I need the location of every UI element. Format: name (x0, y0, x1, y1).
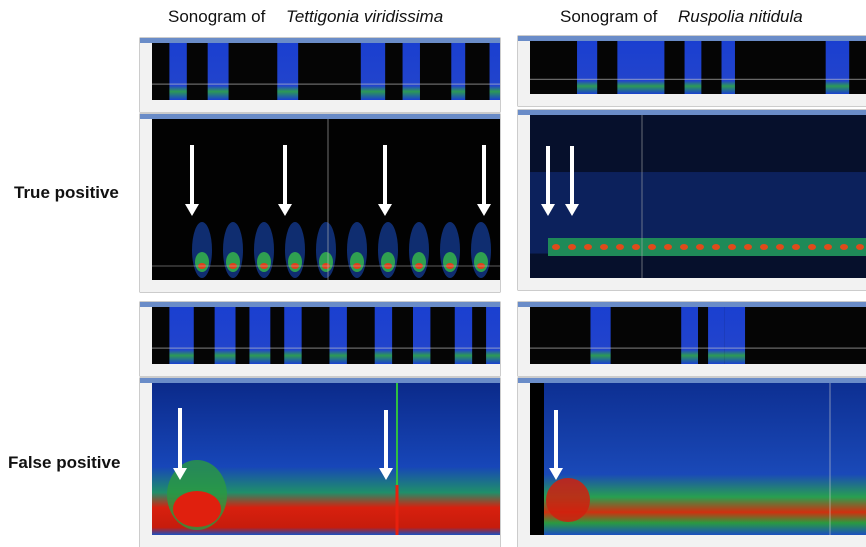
window-header (140, 114, 500, 119)
signal-block (208, 43, 229, 100)
y-axis-strip (140, 383, 152, 547)
signal-block (725, 307, 745, 364)
signal-block (361, 43, 385, 100)
y-axis-strip (140, 307, 152, 376)
signal-block (169, 43, 186, 100)
title-species: Ruspolia nitidula (678, 7, 803, 26)
signal-block (826, 41, 850, 94)
y-axis-strip (518, 41, 530, 106)
plot-area (152, 43, 500, 100)
signal-block (284, 307, 301, 364)
signal-block (685, 41, 702, 94)
chirp-peak (776, 244, 784, 250)
chirp-peak (824, 244, 832, 250)
x-axis-strip (152, 535, 500, 547)
x-axis-strip (152, 280, 500, 292)
y-axis-strip (140, 119, 152, 292)
signal-block (249, 307, 270, 364)
title-prefix: Sonogram of (168, 7, 266, 26)
chirp-peak (712, 244, 720, 250)
x-axis-strip (152, 100, 500, 112)
chirp-peak (568, 244, 576, 250)
figure: Sonogram of Tettigonia viridissima Sonog… (0, 0, 866, 547)
chirp-peak (728, 244, 736, 250)
sonograms (140, 36, 866, 547)
x-axis-strip (530, 535, 866, 547)
x-axis-strip (530, 364, 866, 376)
signal-block (486, 307, 500, 364)
chirp-peak (856, 244, 864, 250)
signal-block (451, 43, 465, 100)
window-header (140, 302, 500, 307)
signal-block (617, 41, 664, 94)
window-header (140, 378, 500, 383)
signal-block (403, 43, 420, 100)
signal-block (722, 41, 735, 94)
window-header (518, 378, 866, 383)
chirp-peak (792, 244, 800, 250)
noise-burst (173, 491, 221, 527)
signal-block (413, 307, 430, 364)
noise-burst (546, 478, 590, 522)
chirp-peak (760, 244, 768, 250)
y-axis-strip (518, 307, 530, 376)
row-label: True positive (14, 183, 119, 202)
chirp-peak (840, 244, 848, 250)
window-header (140, 38, 500, 43)
column-title: Sonogram of Ruspolia nitidula (560, 7, 803, 26)
chirp-peak (584, 244, 592, 250)
chirp-peak (664, 244, 672, 250)
y-axis-strip (518, 383, 530, 547)
chirp-peak (680, 244, 688, 250)
signal-block (490, 43, 500, 100)
signal-block (681, 307, 698, 364)
chirp-peak (744, 244, 752, 250)
signal-block (455, 307, 472, 364)
signal-block (169, 307, 193, 364)
chirp-peak (616, 244, 624, 250)
chirp-peak (552, 244, 560, 250)
signal-block (329, 307, 346, 364)
chirp-peak (600, 244, 608, 250)
chirp-peak (632, 244, 640, 250)
signal-block (577, 41, 597, 94)
x-axis-strip (530, 278, 866, 290)
window-header (518, 302, 866, 307)
window-header (518, 36, 866, 41)
window-header (518, 110, 866, 115)
x-axis-strip (152, 364, 500, 376)
row-label: False positive (8, 453, 120, 472)
column-title: Sonogram of Tettigonia viridissima (168, 7, 443, 26)
plot-area (152, 307, 500, 364)
chirp-peak (808, 244, 816, 250)
title-prefix: Sonogram of (560, 7, 658, 26)
signal-block (590, 307, 610, 364)
signal-block (708, 307, 725, 364)
dark-start (530, 383, 544, 535)
y-axis-strip (140, 43, 152, 112)
y-axis-strip (518, 115, 530, 290)
signal-block (277, 43, 298, 100)
signal-block (215, 307, 236, 364)
signal-band (548, 238, 866, 256)
title-species: Tettigonia viridissima (286, 7, 443, 26)
signal-block (375, 307, 392, 364)
chirp-peak (696, 244, 704, 250)
chirp-peak (648, 244, 656, 250)
x-axis-strip (530, 94, 866, 106)
